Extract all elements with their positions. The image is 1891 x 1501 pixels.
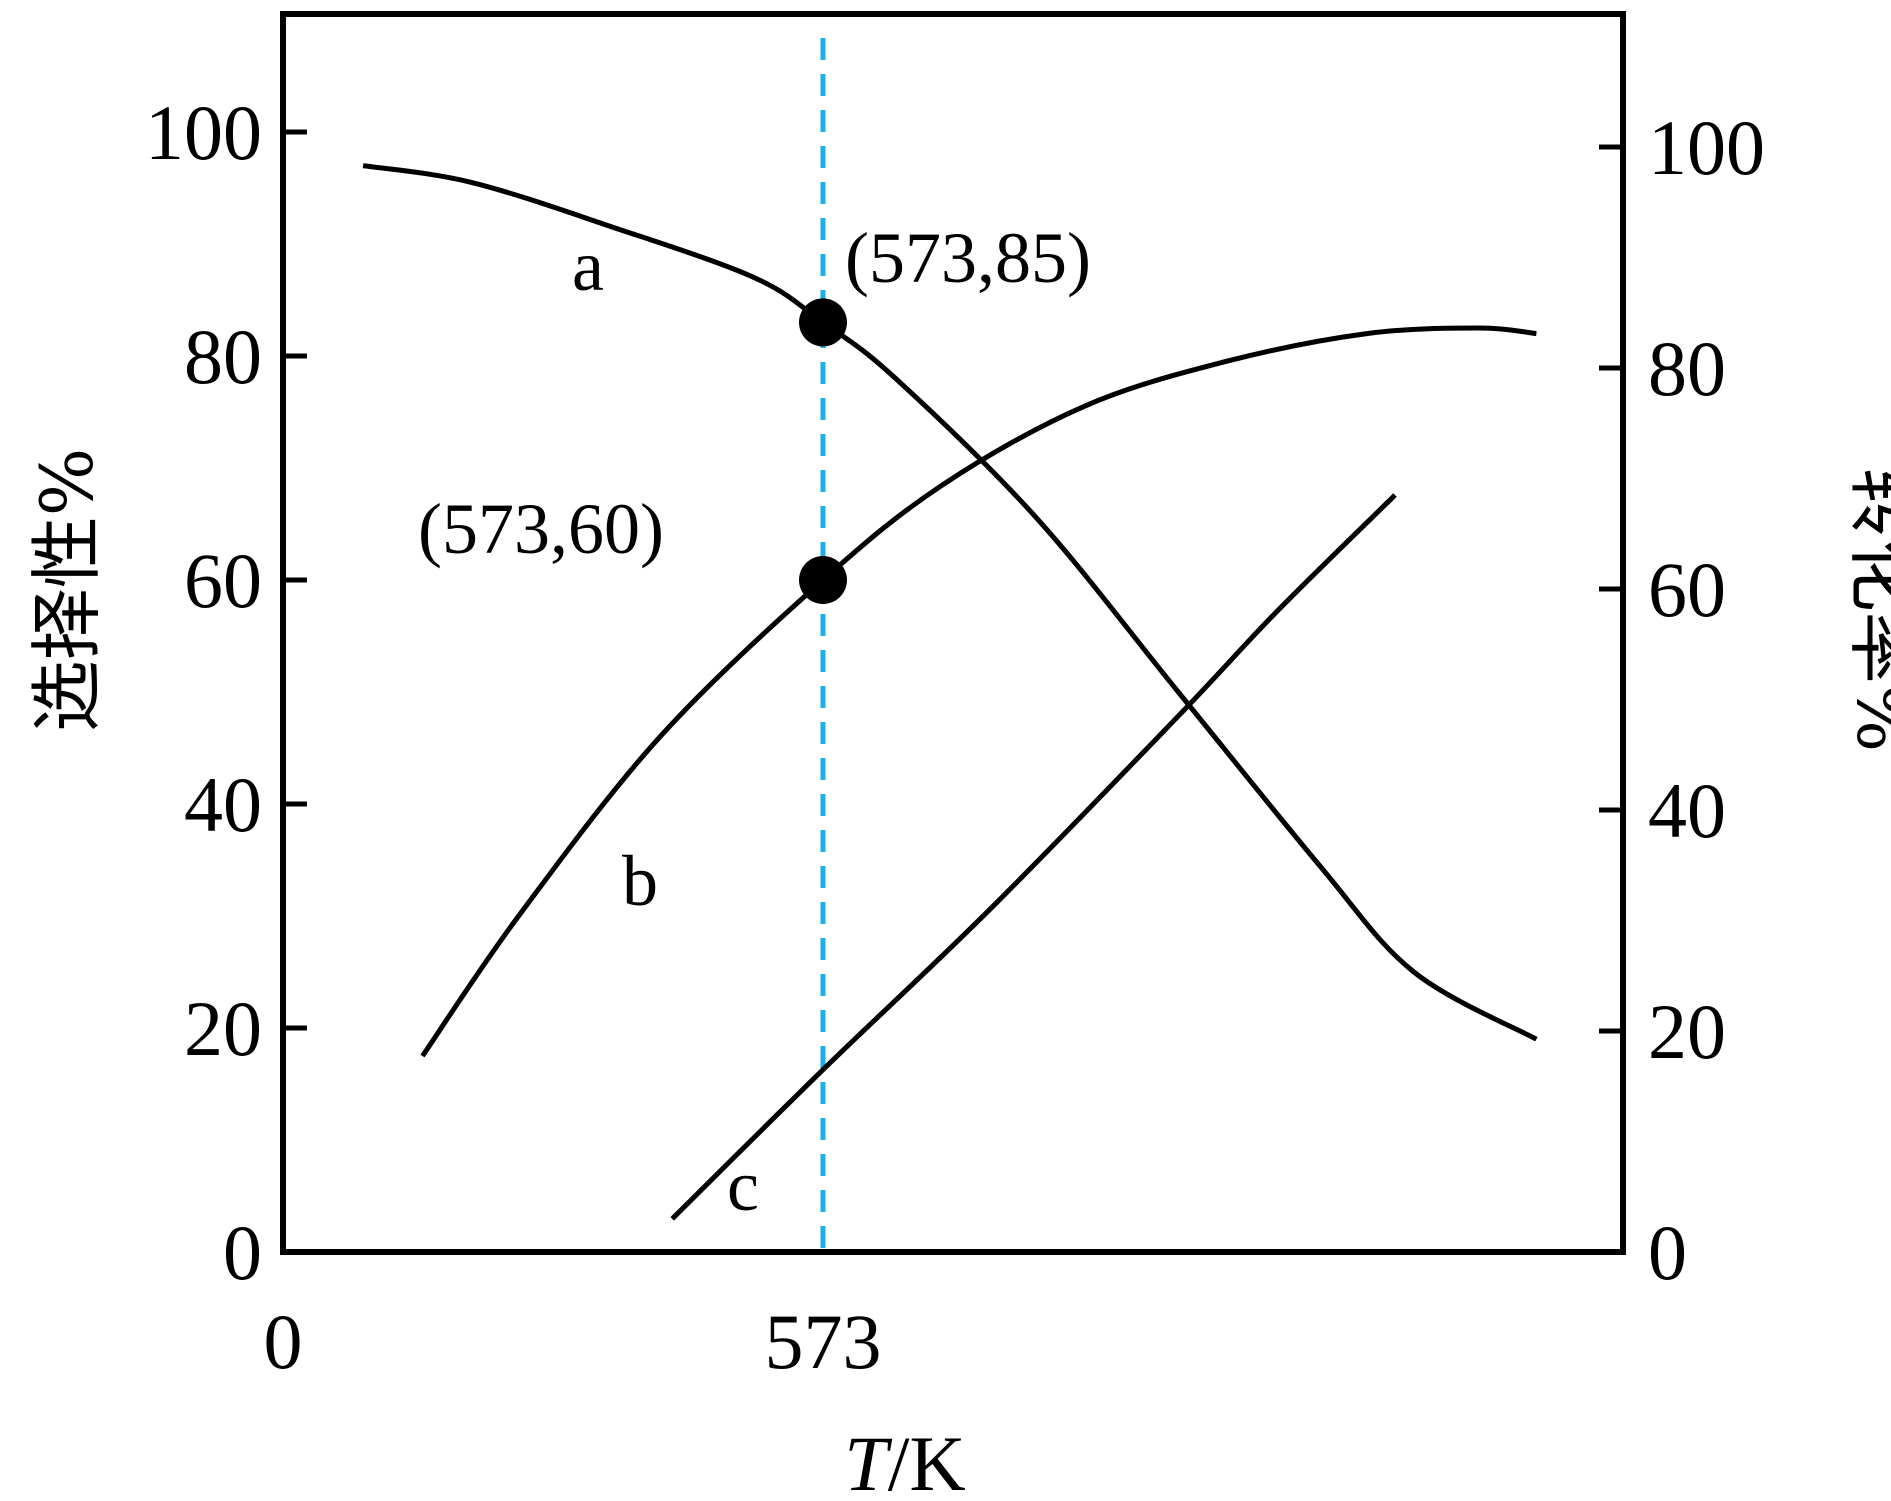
data-point xyxy=(799,298,847,347)
series-b-line xyxy=(420,325,1537,1058)
y-left-tick-label: 60 xyxy=(184,537,262,624)
y-left-tick-label: 20 xyxy=(184,985,262,1072)
data-point xyxy=(799,556,847,604)
y-left-tick-label: 40 xyxy=(184,761,262,848)
series-c-line xyxy=(670,493,1397,1221)
point-label-85: (573,85) xyxy=(845,218,1091,298)
y-left-tick-label: 100 xyxy=(145,89,262,176)
point-label-60: (573,60) xyxy=(418,489,664,569)
y-right-tick-label: 100 xyxy=(1648,104,1765,191)
x-tick-label: 0 xyxy=(264,1298,303,1385)
y-right-tick-label: 20 xyxy=(1648,988,1726,1075)
y-left-tick-label: 80 xyxy=(184,313,262,400)
plot-frame xyxy=(280,11,1626,1255)
curve-label-b: b xyxy=(622,841,658,921)
series-a-line xyxy=(362,163,1538,1042)
curve-label-c: c xyxy=(727,1146,759,1226)
y-right-tick-label: 80 xyxy=(1648,325,1726,412)
y-right-tick-label: 60 xyxy=(1648,546,1726,633)
curve-label-a: a xyxy=(572,226,604,306)
y-right-tick-label: 0 xyxy=(1648,1209,1687,1296)
x-axis-title: T/K xyxy=(844,1420,965,1501)
y-right-tick-label: 40 xyxy=(1648,767,1726,854)
y-left-axis-title: 选择性% xyxy=(25,448,109,732)
x-tick-label: 573 xyxy=(765,1298,882,1385)
y-left-tick-label: 0 xyxy=(223,1209,262,1296)
y-right-axis-title: 转化率% xyxy=(1841,468,1891,752)
